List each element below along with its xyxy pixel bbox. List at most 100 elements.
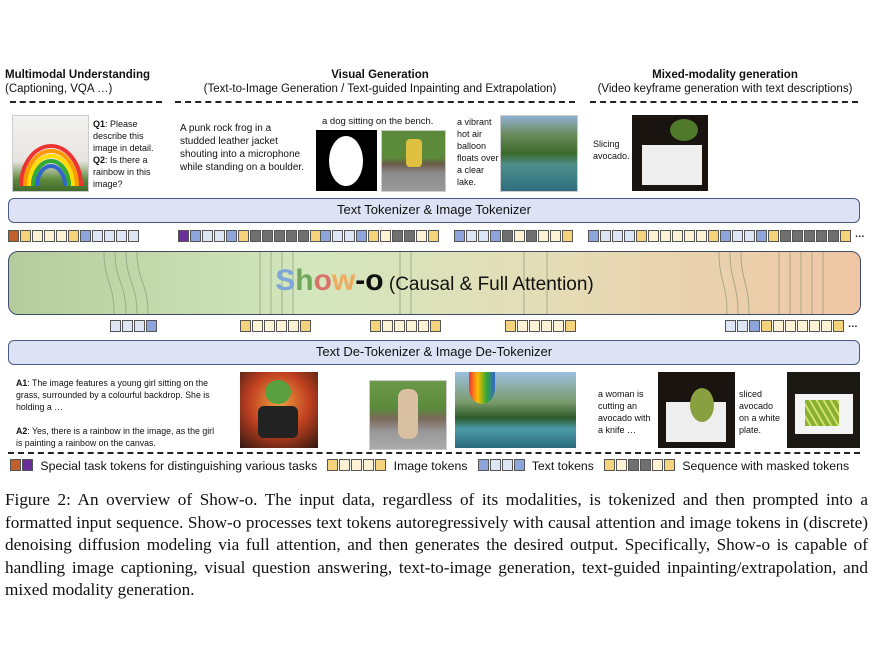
sliced-caption: sliced avocado on a white plate. xyxy=(739,389,781,435)
token xyxy=(529,320,540,332)
token xyxy=(339,459,351,471)
rainbow-image xyxy=(12,115,89,192)
legend-item: Text tokens xyxy=(477,459,594,473)
avocado-cut-image xyxy=(658,372,735,448)
token xyxy=(298,230,309,242)
token xyxy=(737,320,748,332)
token xyxy=(428,230,439,242)
token xyxy=(370,320,381,332)
token xyxy=(720,230,731,242)
token xyxy=(588,230,599,242)
token xyxy=(773,320,784,332)
tokenizer-bar: Text Tokenizer & Image Tokenizer xyxy=(8,198,860,223)
section-generation: Visual Generation (Text-to-Image Generati… xyxy=(180,68,580,96)
token xyxy=(22,459,33,471)
token xyxy=(797,320,808,332)
logo-letter: w xyxy=(331,264,356,297)
logo-letter: o xyxy=(313,264,332,297)
balloon-output-image xyxy=(455,372,576,448)
token xyxy=(684,230,695,242)
token xyxy=(780,230,791,242)
token-group xyxy=(505,320,577,332)
token-group xyxy=(178,230,322,242)
q2-text: : Is there a rainbow in this image? xyxy=(93,155,151,189)
token xyxy=(128,230,139,242)
token xyxy=(612,230,623,242)
legend-label: Image tokens xyxy=(390,459,468,473)
token xyxy=(648,230,659,242)
legend-item: Special task tokens for distinguishing v… xyxy=(10,459,317,473)
token xyxy=(394,320,405,332)
token xyxy=(636,230,647,242)
divider xyxy=(175,101,575,103)
token xyxy=(404,230,415,242)
q2-label: Q2 xyxy=(93,155,106,165)
token xyxy=(768,230,779,242)
token xyxy=(351,459,363,471)
token xyxy=(116,230,127,242)
token-group: … xyxy=(725,320,858,332)
token xyxy=(375,459,387,471)
logo-letter: h xyxy=(295,264,314,297)
token xyxy=(344,230,355,242)
token xyxy=(477,459,489,471)
token xyxy=(178,230,189,242)
legend-label: Text tokens xyxy=(528,459,594,473)
logo-suffix: -o xyxy=(355,264,384,297)
token xyxy=(104,230,115,242)
q1-text: : Please describe this image in detail. xyxy=(93,119,154,153)
section-subtitle: (Captioning, VQA …) xyxy=(5,83,113,95)
token xyxy=(274,230,285,242)
token xyxy=(517,320,528,332)
token-group xyxy=(454,230,574,242)
frog-prompt: A punk rock frog in a studded leather ja… xyxy=(180,123,304,173)
token-group xyxy=(240,320,312,332)
token-group xyxy=(8,230,140,242)
a1-label: A1 xyxy=(16,378,28,388)
token xyxy=(122,320,133,332)
legend: Special task tokens for distinguishing v… xyxy=(10,459,859,473)
token xyxy=(514,230,525,242)
vqa-answers: A1: The image features a young girl sitt… xyxy=(16,377,216,449)
frog-output-image xyxy=(240,372,318,448)
token xyxy=(286,230,297,242)
dog-output-image xyxy=(369,380,447,450)
token xyxy=(430,320,441,332)
token xyxy=(562,230,573,242)
q1-label: Q1 xyxy=(93,119,106,129)
token xyxy=(356,230,367,242)
token xyxy=(382,320,393,332)
token xyxy=(828,230,839,242)
token xyxy=(490,230,501,242)
legend-item: Image tokens xyxy=(327,459,468,473)
token xyxy=(526,230,537,242)
dog-prompt: a dog sitting on the bench. xyxy=(322,116,434,127)
token xyxy=(392,230,403,242)
token xyxy=(466,230,477,242)
show-o-model: Show-o (Causal & Full Attention) xyxy=(8,251,861,315)
avocado-keyframe xyxy=(632,115,708,191)
token xyxy=(262,230,273,242)
section-title: Visual Generation xyxy=(331,69,429,81)
a2-text: : Yes, there is a rainbow in the image, … xyxy=(16,426,215,448)
token-group: … xyxy=(588,230,865,242)
token xyxy=(288,320,299,332)
token xyxy=(56,230,67,242)
detokenizer-bar: Text De-Tokenizer & Image De-Tokenizer xyxy=(8,340,860,365)
lake-image xyxy=(500,115,578,192)
attention-arrows xyxy=(103,252,824,314)
inpainting-mask xyxy=(316,130,377,191)
token xyxy=(146,320,157,332)
token xyxy=(202,230,213,242)
token xyxy=(663,459,675,471)
a1-text: : The image features a young girl sittin… xyxy=(16,378,210,412)
token xyxy=(785,320,796,332)
ellipsis: … xyxy=(845,319,858,330)
token xyxy=(708,230,719,242)
token xyxy=(725,320,736,332)
token xyxy=(252,320,263,332)
legend-divider xyxy=(8,452,860,454)
token xyxy=(538,230,549,242)
token xyxy=(505,320,516,332)
section-subtitle: (Text-to-Image Generation / Text-guided … xyxy=(203,83,557,95)
